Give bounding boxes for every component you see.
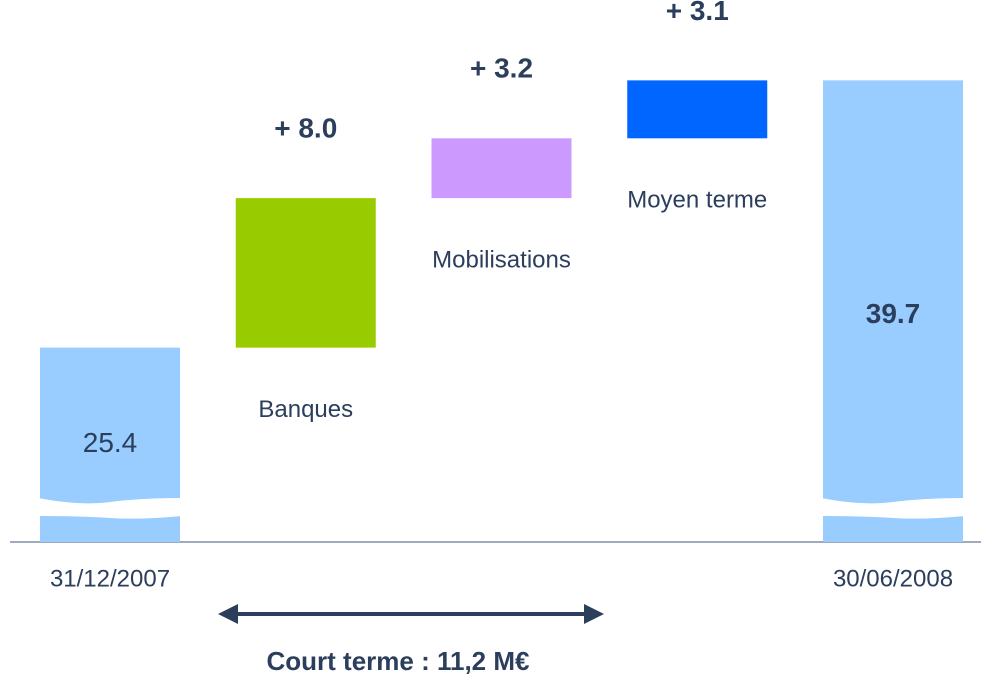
bar — [823, 80, 963, 543]
x-tick-label: 31/12/2007 — [50, 565, 170, 592]
x-tick-label: 30/06/2008 — [833, 565, 953, 592]
value-label: + 3.2 — [470, 53, 533, 84]
value-label: + 3.1 — [666, 0, 729, 26]
bar — [627, 80, 768, 139]
annotation: Court terme : 11,2 M€ — [267, 646, 530, 676]
bar — [431, 138, 572, 199]
category-label: Mobilisations — [432, 246, 571, 273]
axis-break — [38, 498, 182, 519]
category-label: Moyen terme — [627, 187, 767, 214]
category-label: Banques — [258, 396, 353, 423]
bar — [235, 198, 376, 348]
axis-break — [821, 498, 965, 519]
value-label: 25.4 — [83, 427, 138, 458]
value-label: 39.7 — [866, 298, 921, 329]
value-label: + 8.0 — [274, 113, 337, 144]
